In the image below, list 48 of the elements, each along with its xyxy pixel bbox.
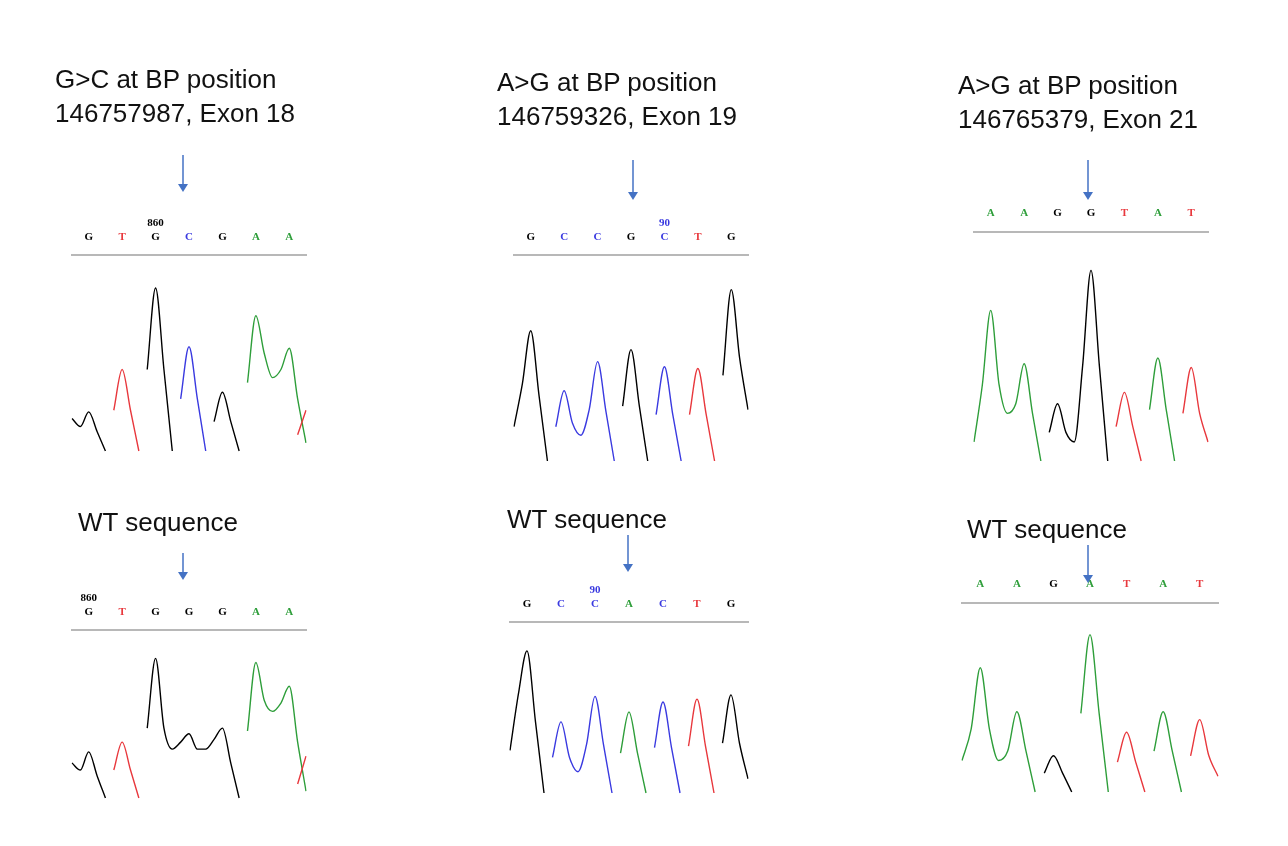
x-tick-label: G [522, 596, 532, 609]
x-tick-label: 90 C [658, 216, 671, 242]
x-tick-label: 860 G [80, 591, 98, 617]
x-tick-label: T [1196, 577, 1205, 590]
x-tick-label: C [593, 229, 602, 242]
x-tick-label: T [1122, 577, 1131, 590]
x-tick-label: A [285, 604, 294, 617]
x-tick-label: T [694, 229, 703, 242]
x-tick-label: 90 C [589, 583, 601, 609]
x-tick-label: T [1187, 206, 1196, 219]
x-tick-label: A [251, 604, 260, 617]
chart-title: G>C at BP position 146757987, Exon 18 [55, 63, 295, 130]
x-tick-label: G [626, 229, 636, 242]
chart-title: WT sequence [507, 503, 667, 536]
x-tick-label: A [1012, 577, 1021, 590]
x-tick-label: G [727, 229, 736, 242]
chart-title: WT sequence [78, 506, 238, 539]
x-tick-label: T [118, 229, 127, 242]
x-tick-label: A [1086, 577, 1095, 590]
x-tick-label: A [1020, 206, 1029, 219]
x-tick-label: G [151, 604, 161, 617]
x-tick-label: G [1049, 577, 1059, 590]
x-tick-label: G [84, 229, 94, 242]
x-tick-label: A [625, 596, 634, 609]
x-tick-label: C [659, 596, 668, 609]
x-tick-label: C [185, 229, 194, 242]
x-tick-label: 860 G [147, 216, 165, 242]
x-tick-label: A [285, 229, 294, 242]
x-tick-label: T [1120, 206, 1129, 219]
x-tick-label: G [218, 229, 228, 242]
x-tick-label: G [526, 229, 536, 242]
x-tick-label: A [986, 206, 995, 219]
x-tick-label: C [557, 596, 566, 609]
x-tick-label: T [118, 604, 127, 617]
x-tick-label: C [560, 229, 569, 242]
x-tick-label: A [251, 229, 260, 242]
x-tick-label: A [1159, 577, 1168, 590]
chart-title: WT sequence [967, 513, 1127, 546]
x-tick-label: A [976, 577, 985, 590]
chart-title: A>G at BP position 146765379, Exon 21 [958, 69, 1198, 136]
chart-title: A>G at BP position 146759326, Exon 19 [497, 66, 737, 133]
x-tick-label: G [218, 604, 228, 617]
x-tick-label: G [184, 604, 194, 617]
x-tick-label: A [1153, 206, 1162, 219]
x-tick-label: T [693, 596, 702, 609]
x-tick-label: G [1086, 206, 1096, 219]
x-tick-label: G [1053, 206, 1063, 219]
x-tick-label: G [726, 596, 736, 609]
